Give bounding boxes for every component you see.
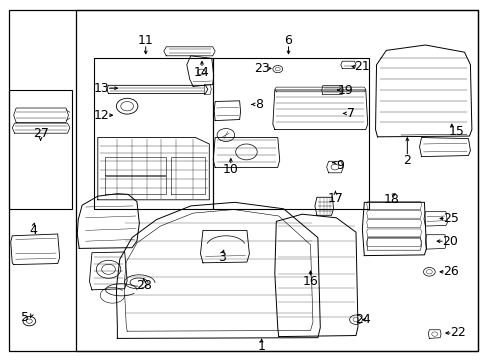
Text: 21: 21 [353, 60, 369, 73]
Text: 25: 25 [442, 212, 458, 225]
Text: 28: 28 [136, 279, 151, 292]
Text: 9: 9 [335, 159, 343, 172]
Text: 11: 11 [138, 34, 153, 47]
Text: 16: 16 [302, 275, 318, 288]
Text: 23: 23 [254, 62, 269, 75]
Text: 7: 7 [346, 107, 354, 120]
Text: 26: 26 [442, 265, 458, 278]
Bar [76, 10, 477, 351]
Text: 20: 20 [441, 235, 457, 248]
Text: 10: 10 [223, 163, 238, 176]
Bar [9, 90, 72, 209]
Text: 3: 3 [218, 251, 226, 264]
Bar [94, 58, 212, 209]
Text: 15: 15 [448, 125, 464, 138]
Text: 6: 6 [284, 34, 292, 47]
Text: 17: 17 [327, 192, 343, 204]
Text: 24: 24 [354, 313, 370, 326]
Text: 27: 27 [33, 127, 48, 140]
Text: 14: 14 [194, 66, 209, 78]
Bar [212, 58, 368, 209]
Text: 12: 12 [94, 109, 109, 122]
Text: 4: 4 [29, 224, 37, 237]
Text: 2: 2 [403, 154, 410, 167]
Text: 8: 8 [255, 98, 263, 111]
Text: 19: 19 [337, 84, 352, 96]
Text: 18: 18 [383, 193, 398, 206]
Text: 1: 1 [257, 340, 265, 353]
Text: 5: 5 [21, 311, 29, 324]
Text: 13: 13 [94, 82, 109, 95]
Text: 22: 22 [449, 327, 465, 339]
